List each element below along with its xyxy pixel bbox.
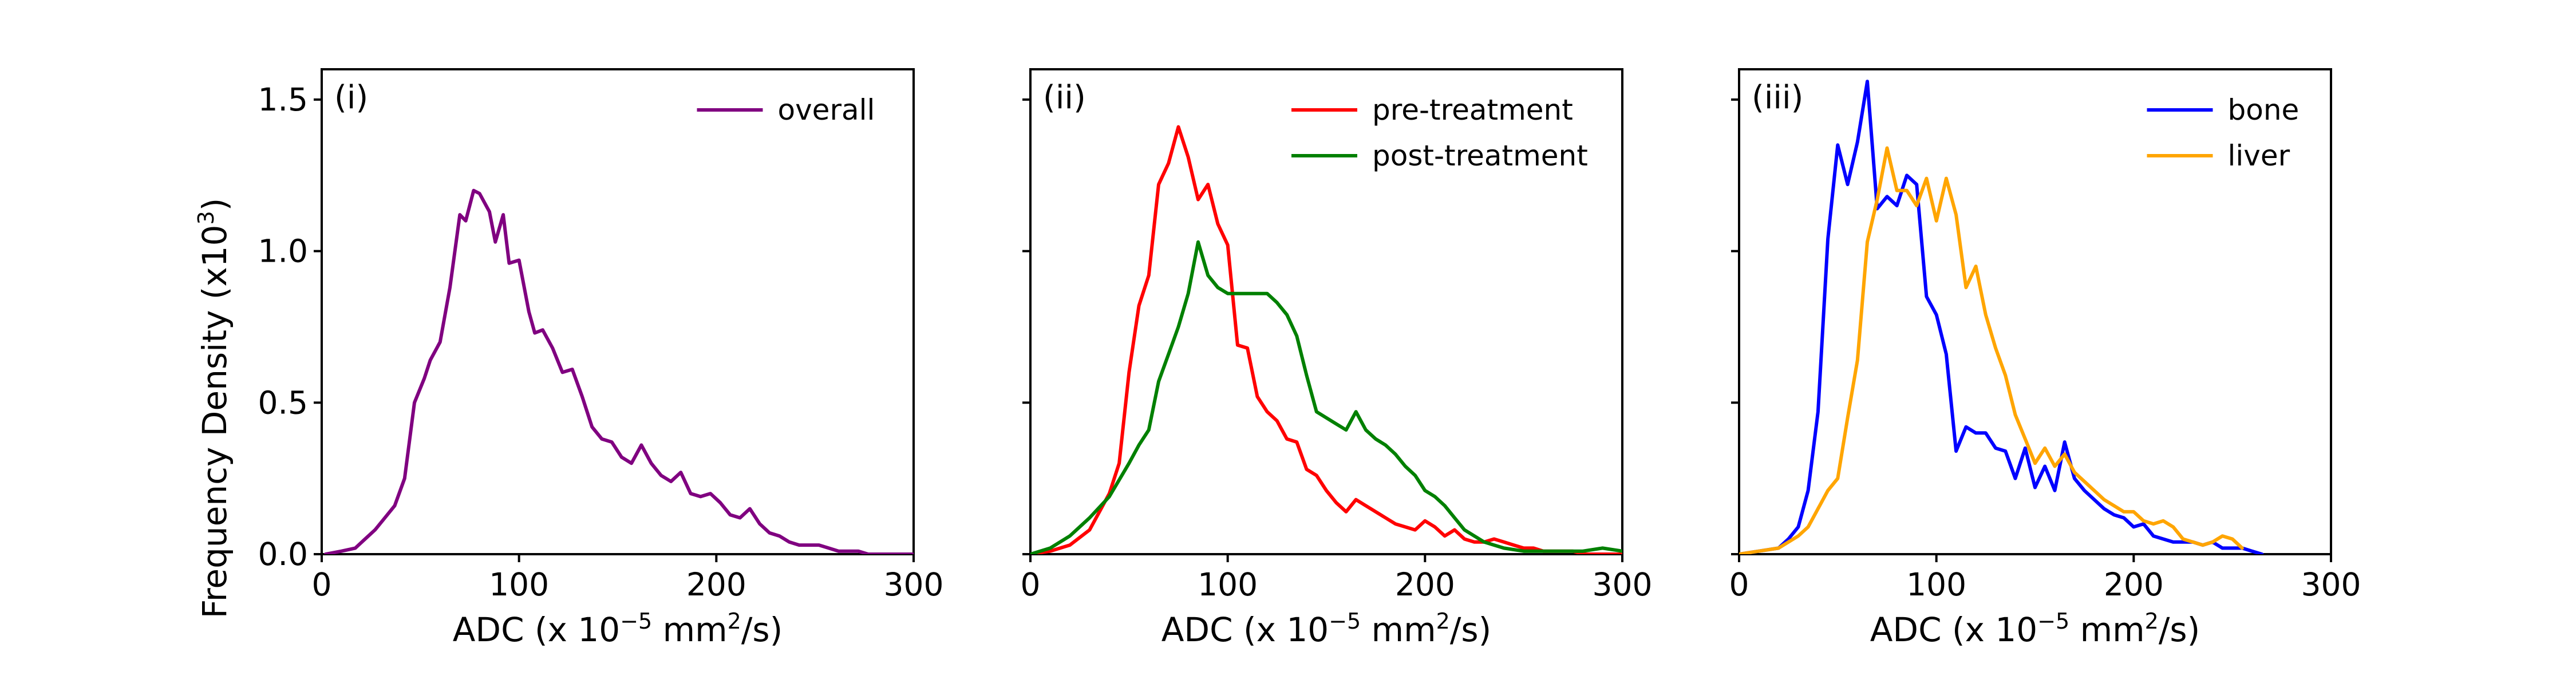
chart-panel-1: 0 100 200 300 0.0 0.5 1.0 1.5 ADC (x 10−5 mm2/s)…: [258, 68, 944, 649]
x-axis-label-part: −5: [1329, 609, 1361, 634]
x-tick-label: 300: [884, 566, 944, 603]
series-line-bone: [1739, 80, 2264, 554]
x-axis-label-part: 2: [728, 609, 741, 634]
series-line-post-treatment: [1030, 240, 1622, 554]
legend: bone liver: [2147, 93, 2300, 172]
legend: overall: [697, 93, 875, 127]
y-axis-label: Frequency Density (x103): [193, 198, 234, 619]
panel-label: (ii): [1043, 79, 1086, 116]
y-axis-label-close: ): [195, 198, 234, 211]
plot-frame: [1738, 68, 2332, 555]
plot-frame: [1029, 68, 1623, 555]
series-line-liver: [1739, 146, 2244, 554]
plot-frame: [321, 68, 915, 555]
legend-label-liver: liver: [2228, 139, 2290, 172]
legend-label-overall: overall: [778, 93, 875, 127]
y-tick-label: 1.0: [258, 233, 308, 270]
chart-panel-2: 0 100 200 300 ADC (x 10−5 mm2/s) (ii) pre-trea…: [1021, 68, 1653, 649]
y-tick-label: 1.5: [258, 81, 308, 118]
x-tick-label: 100: [1906, 566, 1966, 603]
x-axis-label-part: −5: [620, 609, 652, 634]
x-axis-label-part: mm: [652, 610, 727, 649]
x-axis-label: ADC (x 10−5 mm2/s): [1161, 609, 1492, 649]
x-tick-label: 200: [1395, 566, 1455, 603]
x-tick-label: 300: [2301, 566, 2361, 603]
x-axis-label-part: 2: [1436, 609, 1450, 634]
x-axis-label-part: ADC (x 10: [1161, 610, 1329, 649]
x-axis-label-part: ADC (x 10: [453, 610, 620, 649]
series-line-pre-treatment: [1030, 125, 1622, 554]
x-axis-label-part: ADC (x 10: [1870, 610, 2037, 649]
x-axis-label-part: /s): [2159, 610, 2200, 649]
x-tick-label: 0: [312, 566, 332, 603]
legend-label-post-treatment: post-treatment: [1372, 139, 1588, 172]
chart-panel-3: 0 100 200 300 ADC (x 10−5 mm2/s) (iii) bone liv…: [1729, 68, 2361, 649]
x-axis-label-part: mm: [1361, 610, 1436, 649]
x-axis-label-part: mm: [2069, 610, 2144, 649]
legend-label-pre-treatment: pre-treatment: [1372, 93, 1573, 127]
panel-label: (iii): [1752, 79, 1803, 116]
x-axis-label-part: 2: [2145, 609, 2159, 634]
y-axis-label-exponent: 3: [193, 211, 219, 224]
y-tick-label: 0.5: [258, 384, 308, 421]
panel-label: (i): [334, 79, 368, 116]
legend-label-bone: bone: [2228, 93, 2300, 127]
series-line-overall: [323, 188, 914, 554]
x-tick-label: 300: [1593, 566, 1653, 603]
x-tick-label: 0: [1021, 566, 1041, 603]
x-axis-label-part: /s): [1450, 610, 1491, 649]
x-axis-label-part: /s): [741, 610, 783, 649]
x-tick-label: 100: [489, 566, 549, 603]
x-tick-label: 200: [686, 566, 746, 603]
x-axis-label-part: −5: [2037, 609, 2069, 634]
x-axis-label: ADC (x 10−5 mm2/s): [1870, 609, 2200, 649]
y-tick-label: 0.0: [258, 536, 308, 572]
x-tick-label: 200: [2104, 566, 2164, 603]
x-tick-label: 100: [1198, 566, 1258, 603]
x-tick-label: 0: [1729, 566, 1749, 603]
x-axis-label: ADC (x 10−5 mm2/s): [453, 609, 783, 649]
y-axis-label-main: Frequency Density (x10: [195, 225, 234, 619]
legend: pre-treatment post-treatment: [1291, 93, 1588, 172]
